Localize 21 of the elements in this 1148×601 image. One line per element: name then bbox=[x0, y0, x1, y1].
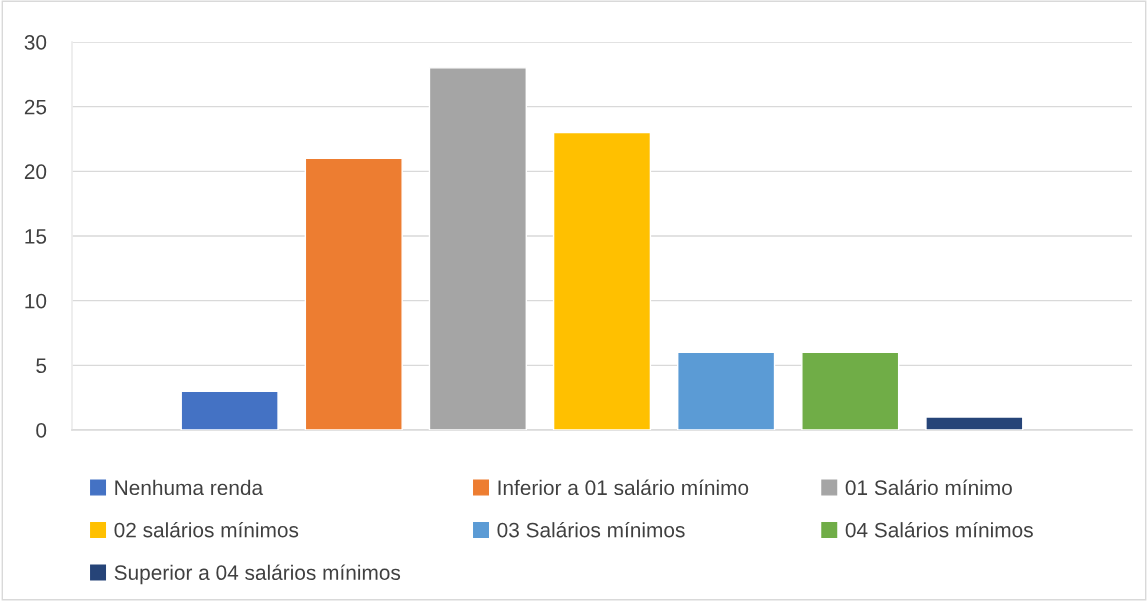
legend-label: Inferior a 01 salário mínimo bbox=[498, 479, 749, 496]
legend-label: 01 Salário mínimo bbox=[845, 479, 1012, 496]
bar bbox=[552, 131, 652, 430]
y-tick-label: 20 bbox=[24, 164, 47, 180]
legend-label: 03 Salários mínimos bbox=[497, 521, 685, 538]
bar bbox=[801, 351, 900, 430]
legend-label: 02 salários mínimos bbox=[114, 521, 299, 538]
legend-label: 04 Salários mínimos bbox=[845, 521, 1033, 538]
y-tick-label: 15 bbox=[25, 229, 47, 244]
y-tick-label: 0 bbox=[36, 423, 47, 438]
y-tick-label: 10 bbox=[25, 293, 47, 309]
legend-label: Nenhuma renda bbox=[115, 479, 264, 496]
bar bbox=[428, 67, 527, 430]
bar bbox=[925, 416, 1024, 430]
bar bbox=[304, 157, 403, 430]
y-tick-label: 5 bbox=[36, 358, 47, 374]
y-tick-label: 25 bbox=[24, 99, 47, 115]
y-tick-label: 30 bbox=[24, 35, 47, 50]
bar bbox=[180, 390, 279, 430]
legend-label: Superior a 04 salários mínimos bbox=[114, 564, 401, 585]
bar bbox=[677, 351, 776, 430]
